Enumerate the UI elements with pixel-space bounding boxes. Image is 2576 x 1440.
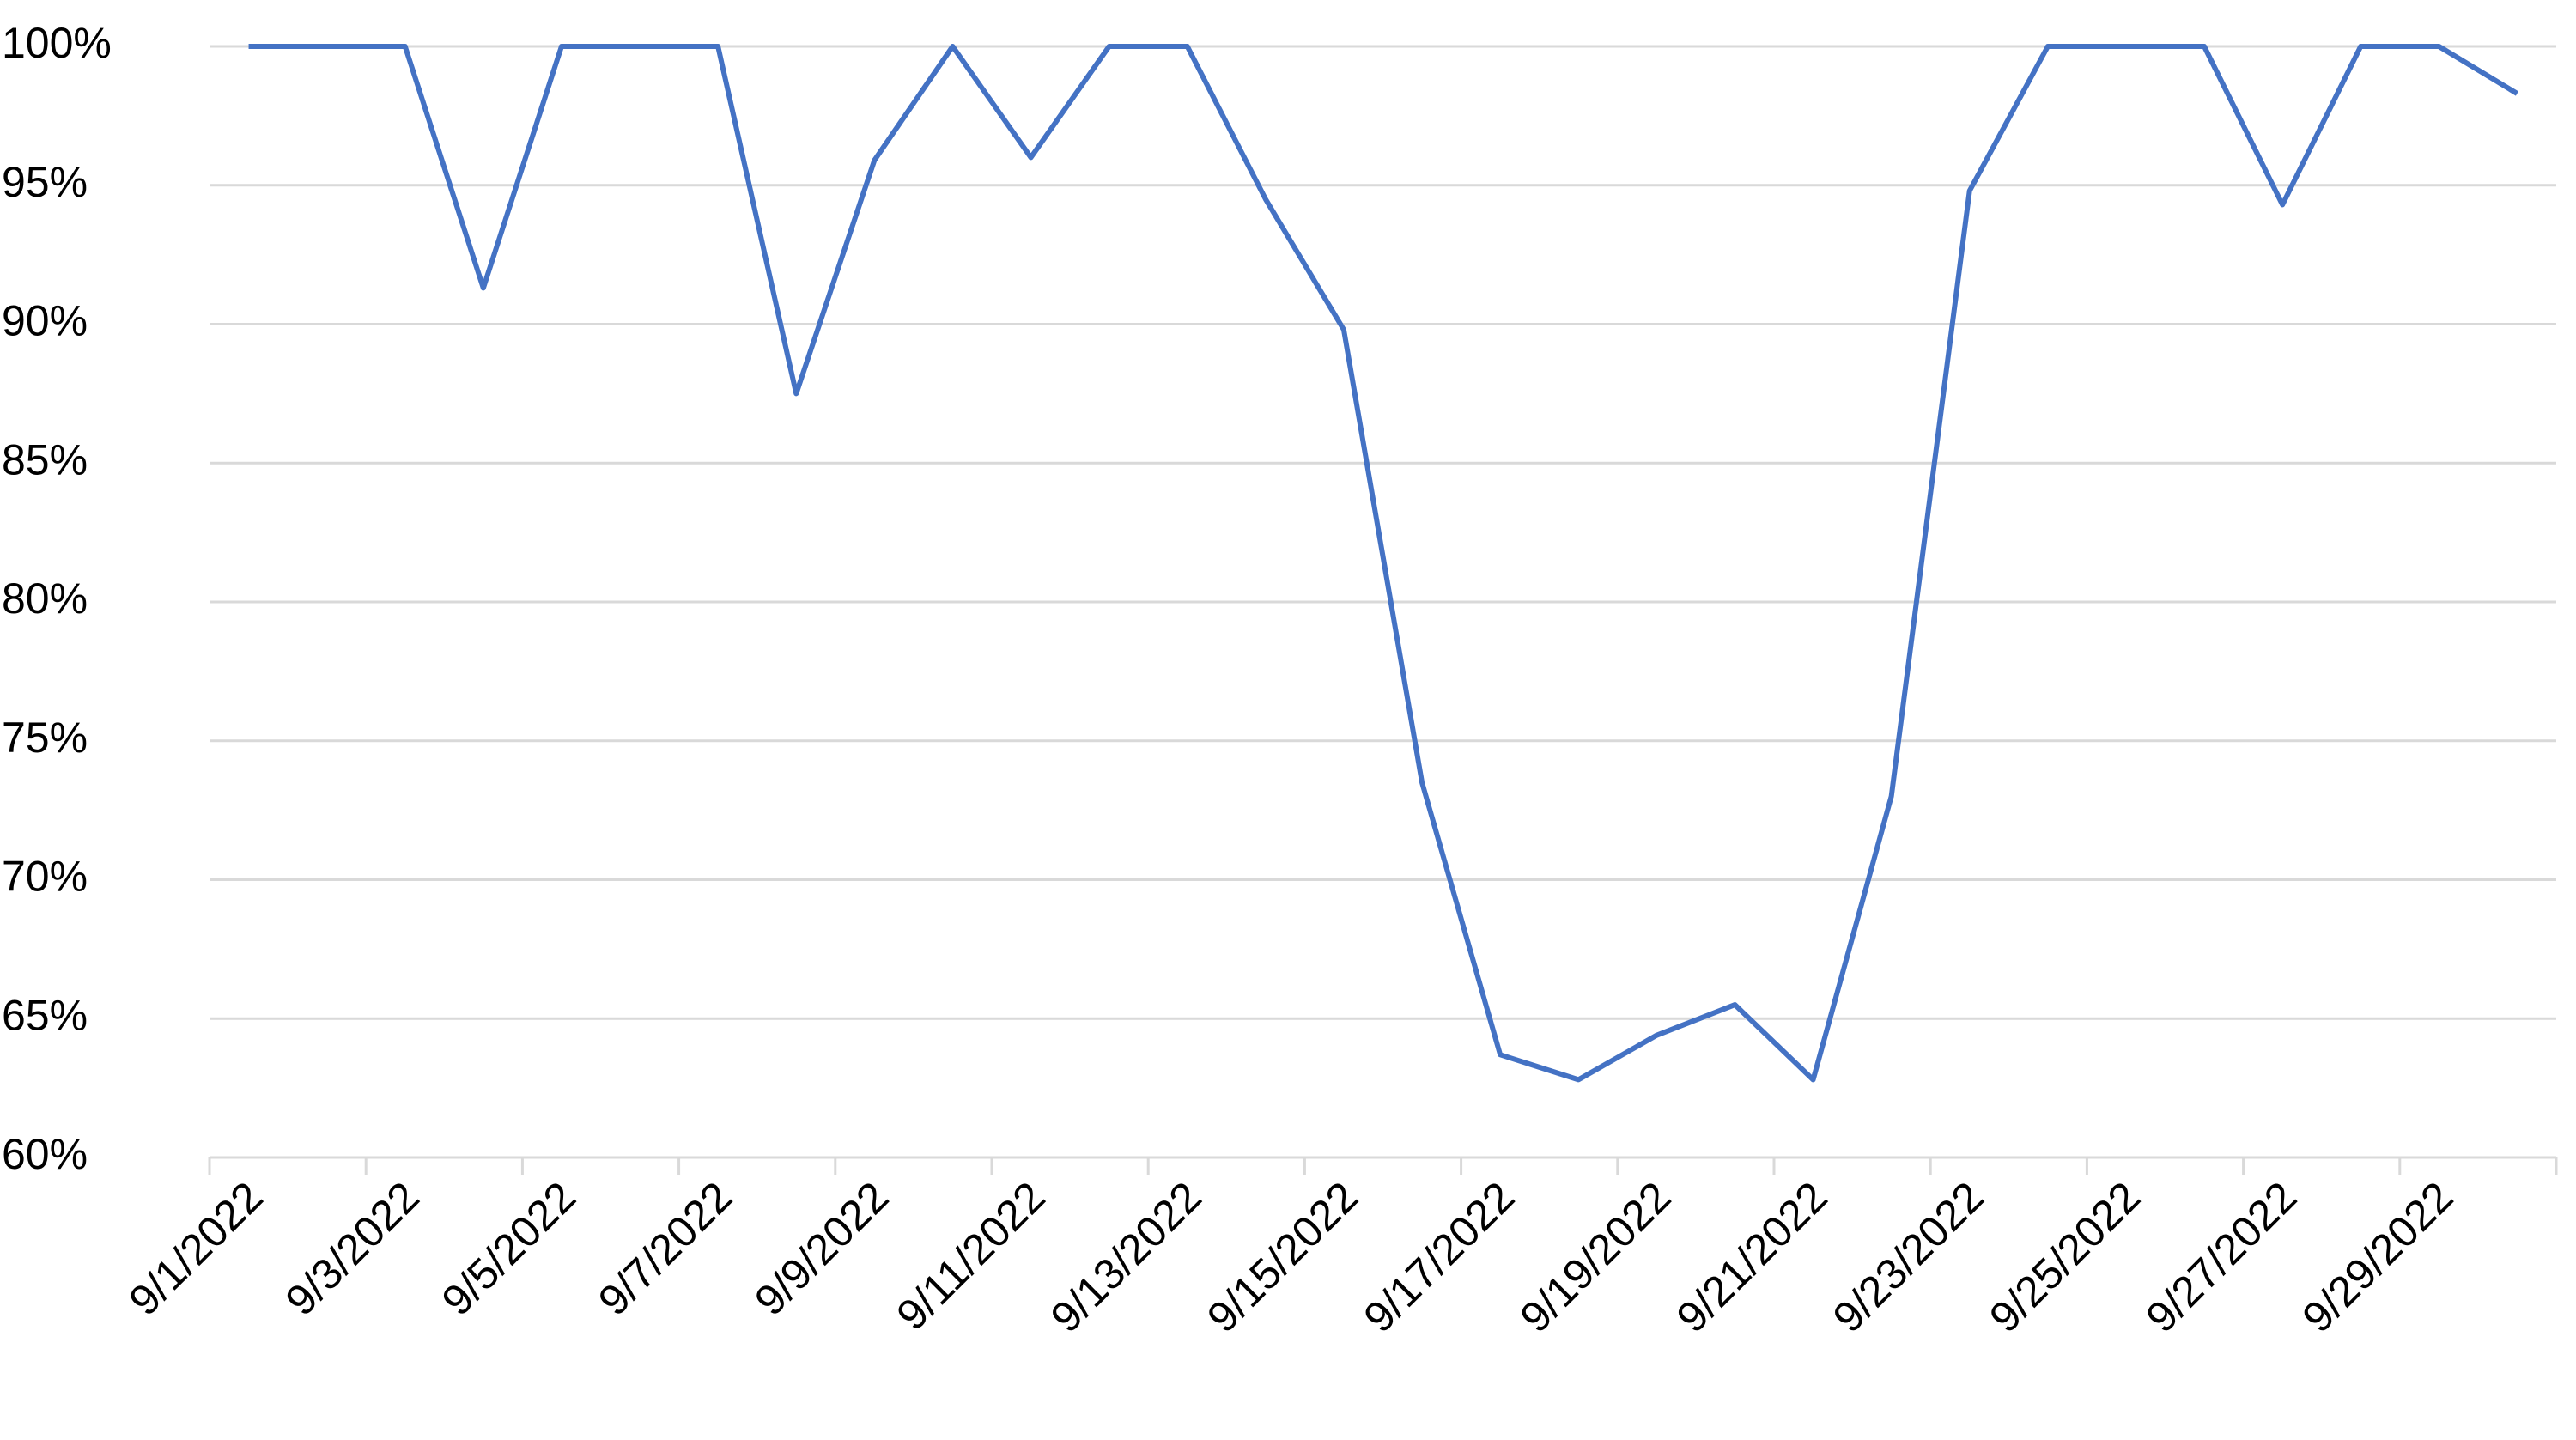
x-tick-label: 9/15/2022 (1198, 1173, 1367, 1342)
x-tick-label: 9/17/2022 (1354, 1173, 1523, 1342)
x-tick-label: 9/19/2022 (1511, 1173, 1680, 1342)
x-tick-label: 9/1/2022 (119, 1173, 271, 1325)
y-tick-label: 60% (2, 1130, 88, 1178)
y-tick-label: 85% (2, 435, 88, 483)
y-tick-label: 80% (2, 574, 88, 623)
y-tick-label: 75% (2, 714, 88, 762)
x-tick-label: 9/7/2022 (589, 1173, 741, 1325)
x-tick-label: 9/11/2022 (887, 1173, 1054, 1340)
y-tick-label: 100% (2, 19, 112, 67)
x-tick-label: 9/3/2022 (276, 1173, 428, 1325)
y-tick-label: 65% (2, 991, 88, 1039)
x-tick-label: 9/5/2022 (433, 1173, 585, 1325)
x-tick-label: 9/9/2022 (745, 1173, 897, 1325)
x-tick-label: 9/25/2022 (1980, 1173, 2149, 1342)
y-tick-label: 90% (2, 297, 88, 345)
x-tick-label: 9/13/2022 (1042, 1173, 1211, 1342)
y-tick-label: 70% (2, 853, 88, 901)
x-tick-label: 9/21/2022 (1668, 1173, 1837, 1342)
data-line (248, 44, 2519, 1083)
y-tick-label: 95% (2, 158, 88, 206)
x-tick-label: 9/23/2022 (1824, 1173, 1993, 1342)
x-tick-label: 9/27/2022 (2136, 1173, 2306, 1342)
x-tick-label: 9/29/2022 (2293, 1173, 2463, 1342)
